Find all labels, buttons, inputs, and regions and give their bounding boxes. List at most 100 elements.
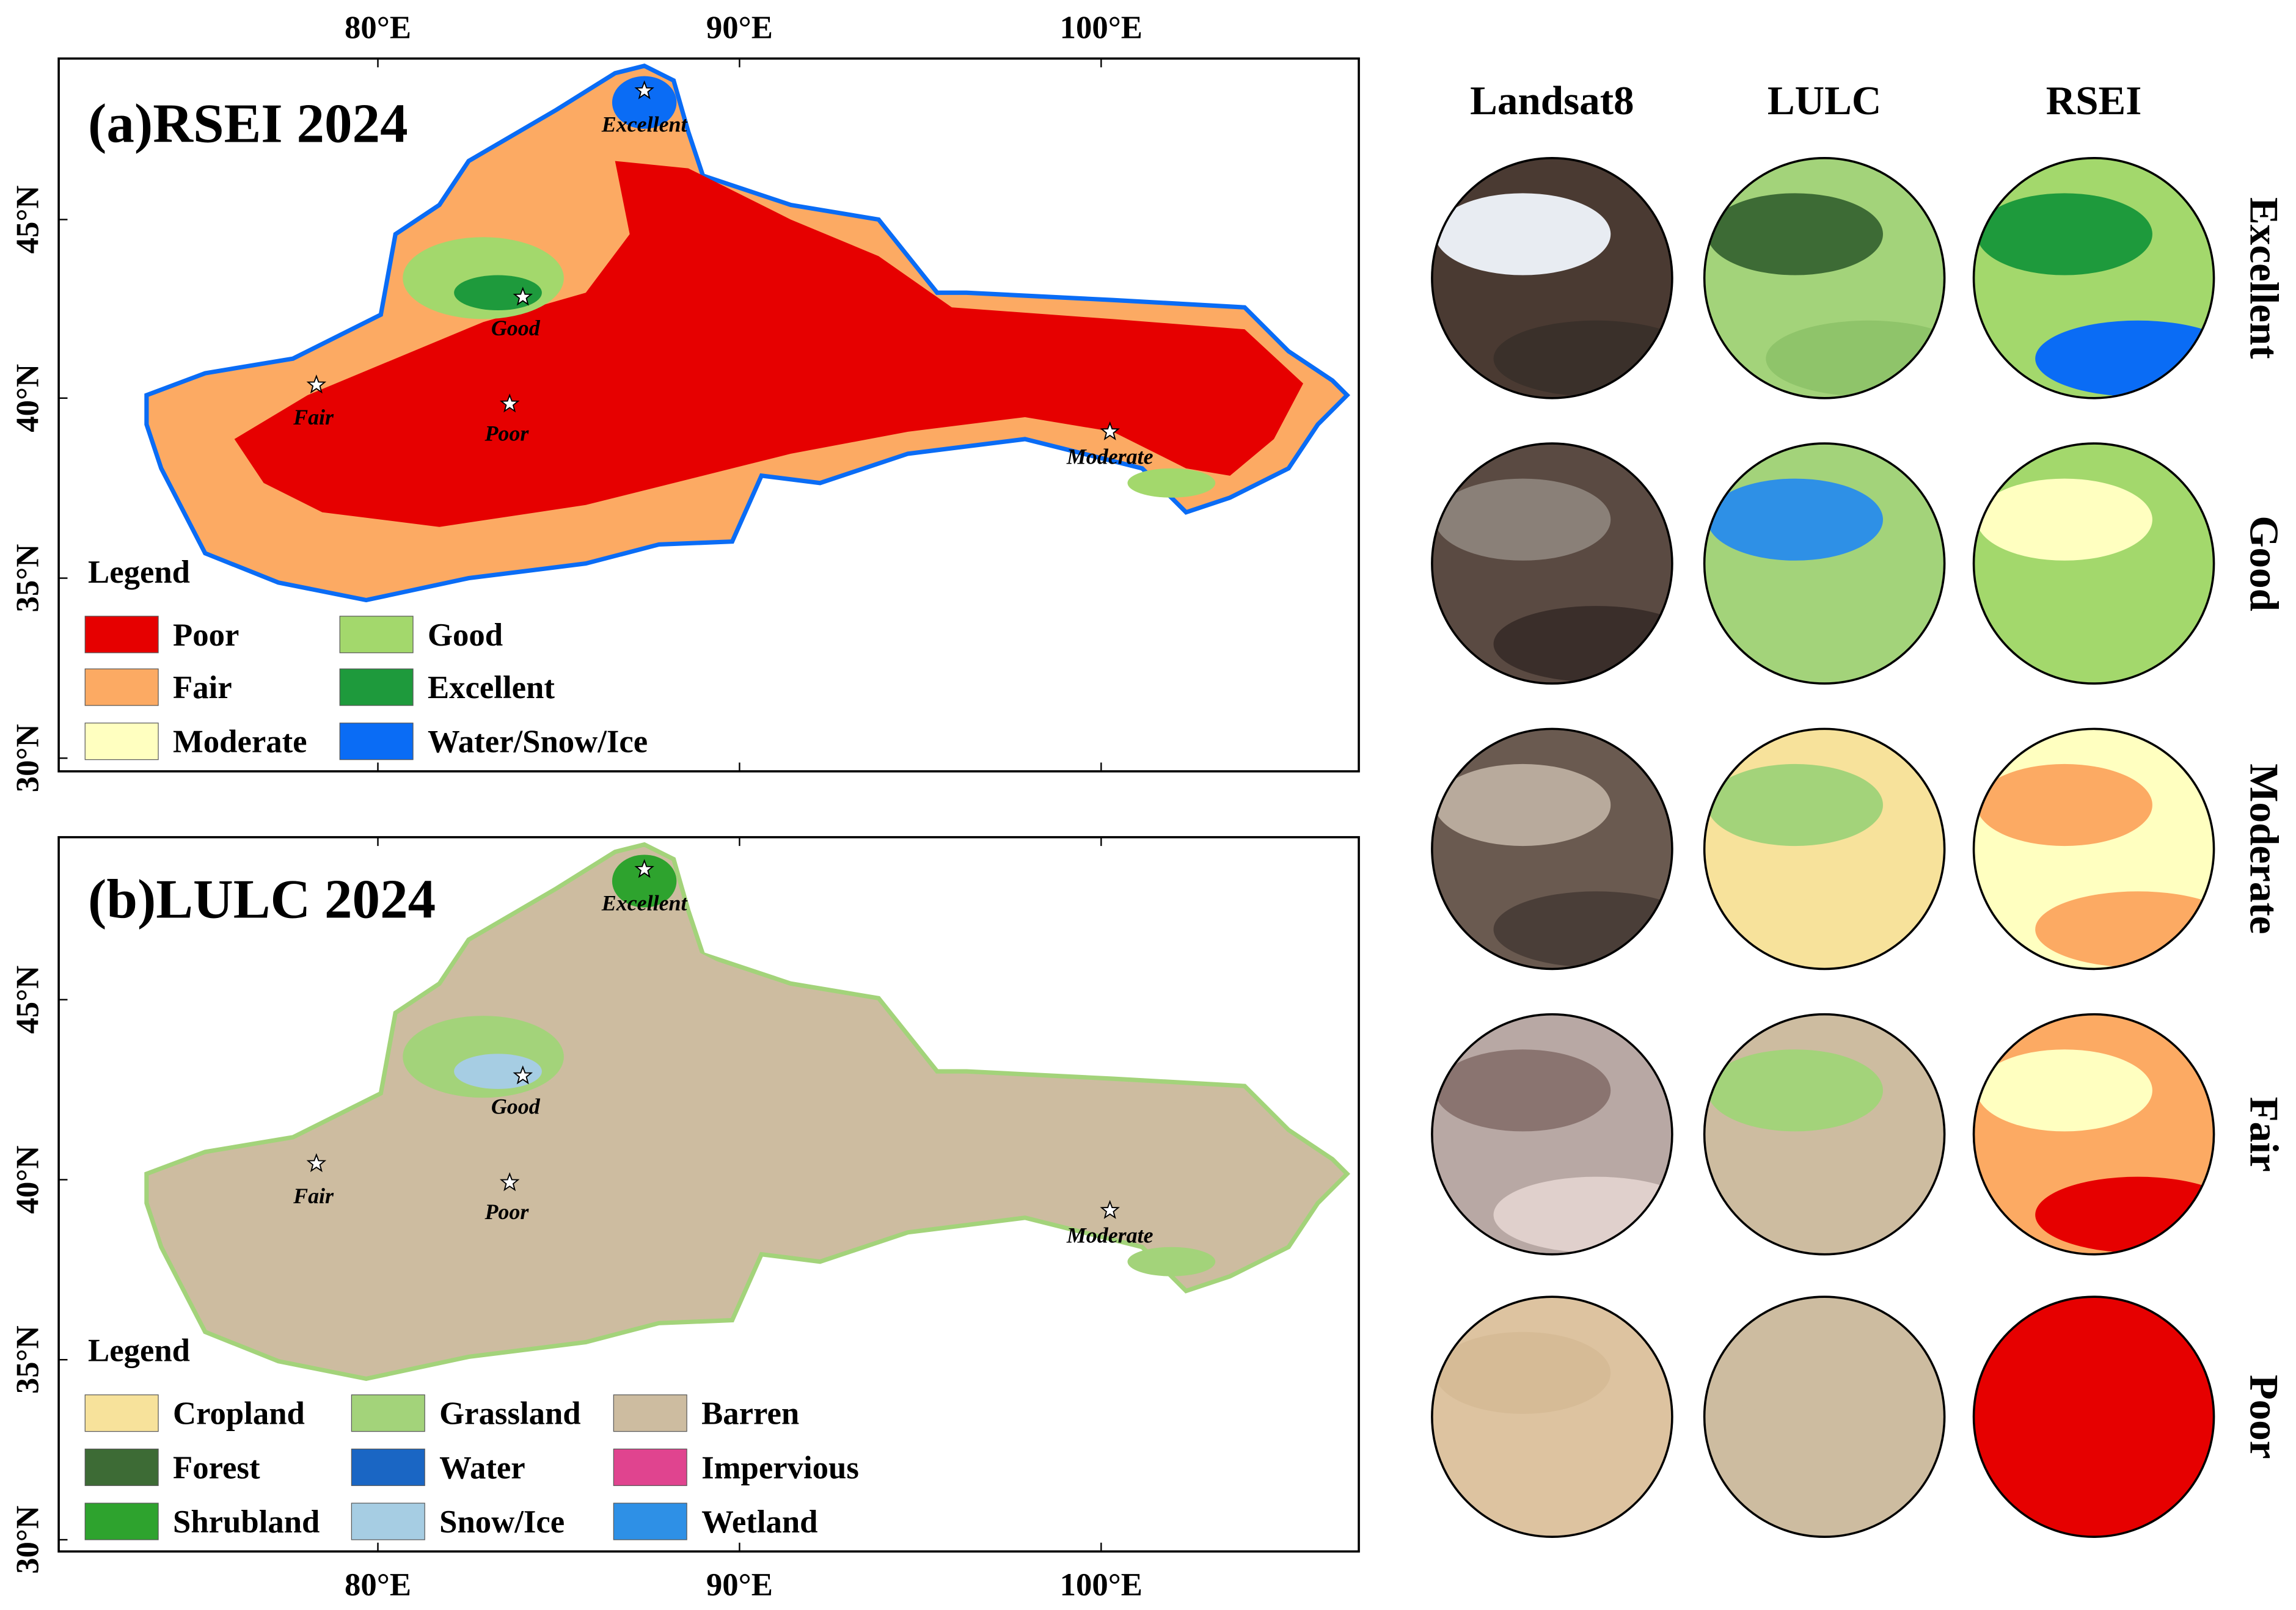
- legend-swatch: [613, 1394, 687, 1432]
- site-marker: [1100, 1200, 1120, 1219]
- legend-label: Snow/Ice: [439, 1504, 565, 1540]
- region-core: [234, 939, 1304, 1306]
- legend-swatch: [351, 1503, 425, 1540]
- thumbnail-patch: [1707, 1331, 1883, 1414]
- site-marker: [513, 286, 533, 306]
- thumbnail-patch: [1976, 1331, 2152, 1414]
- thumbnail: [1431, 1014, 1672, 1255]
- column-header: RSEI: [2046, 78, 2142, 123]
- thumbnail-patch: [1976, 1049, 2152, 1132]
- thumbnail: [1973, 1297, 2214, 1537]
- legend-label: Good: [428, 617, 503, 653]
- thumbnail-patch: [1435, 478, 1611, 561]
- site-label: Good: [491, 1095, 541, 1119]
- site-marker: [306, 374, 327, 394]
- site-label: Fair: [293, 1184, 334, 1208]
- y-tick-label: 35°N: [10, 1325, 46, 1394]
- thumbnail-border: [1703, 727, 1946, 971]
- row-label: Poor: [2241, 1375, 2287, 1459]
- thumbnail-border: [1431, 1013, 1673, 1256]
- thumbnail: [1431, 729, 1672, 969]
- legend-title: Legend: [88, 555, 190, 590]
- thumbnail: [1704, 729, 1945, 969]
- legend-label: Fair: [173, 670, 232, 705]
- thumbnail-border: [1972, 442, 2215, 685]
- x-tick-label: 80°E: [345, 1567, 411, 1603]
- x-tick-label: 100°E: [1060, 10, 1143, 45]
- legend-swatch: [339, 723, 414, 760]
- thumbnail-patch: [1707, 763, 1883, 847]
- y-tick-label: 40°N: [10, 364, 46, 432]
- site-label: Excellent: [601, 891, 688, 916]
- thumbnail-border: [1703, 157, 1946, 399]
- legend-label: Water/Snow/Ice: [428, 724, 648, 760]
- legend-swatch: [339, 668, 414, 706]
- thumbnail-border: [1431, 442, 1673, 685]
- thumbnail-border: [1431, 1295, 1673, 1538]
- legend-swatch: [84, 1448, 159, 1486]
- thumbnail: [1431, 158, 1672, 398]
- legend-swatch: [84, 723, 159, 760]
- thumbnail: [1973, 443, 2214, 684]
- row-label: Good: [2241, 515, 2287, 611]
- site-label: Excellent: [601, 112, 688, 137]
- site-label: Poor: [484, 421, 529, 445]
- thumbnail-patch: [1976, 193, 2152, 275]
- panel-title: (b)LULC 2024: [88, 869, 436, 930]
- site-marker: [499, 393, 520, 413]
- legend-label: Grassland: [439, 1396, 580, 1432]
- x-tick-label: 90°E: [706, 10, 773, 45]
- thumbnail-border: [1972, 1013, 2215, 1256]
- thumbnail-border: [1431, 727, 1673, 971]
- site-label: Good: [491, 316, 541, 340]
- panel-b: (b)LULC 2024 Legend Excellent Good Fair Poo…: [57, 836, 1360, 1553]
- thumbnail: [1973, 1014, 2214, 1255]
- legend-label: Water: [439, 1450, 525, 1485]
- thumbnail-patch: [1435, 1331, 1611, 1414]
- thumbnail-border: [1972, 1295, 2215, 1538]
- legend-label: Forest: [173, 1450, 260, 1485]
- y-tick-label: 35°N: [10, 544, 46, 613]
- y-tick-label: 30°N: [10, 1506, 46, 1574]
- legend-swatch: [84, 1394, 159, 1432]
- site-marker: [306, 1153, 327, 1173]
- thumbnail: [1431, 443, 1672, 684]
- row-label: Moderate: [2241, 763, 2287, 934]
- legend-swatch: [351, 1448, 425, 1486]
- legend-swatch: [84, 668, 159, 706]
- legend-label: Impervious: [701, 1450, 859, 1485]
- panel-a: (a)RSEI 2024 Legend Excellent Good Fair Poo…: [57, 57, 1360, 773]
- y-tick-label: 45°N: [10, 966, 46, 1034]
- region-core: [234, 161, 1304, 527]
- legend-label: Poor: [173, 617, 239, 653]
- thumbnail-border: [1703, 1013, 1946, 1256]
- thumbnail-patch: [1976, 763, 2152, 847]
- legend-label: Moderate: [173, 724, 307, 760]
- thumbnail-grid: Landsat8 LULC RSEI Excellent Good Moderate Fai…: [1431, 78, 2287, 1538]
- site-label: Moderate: [1066, 1223, 1153, 1248]
- thumbnail-patch: [1976, 478, 2152, 561]
- thumbnail-border: [1972, 727, 2215, 971]
- y-tick-label: 45°N: [10, 186, 46, 254]
- legend-swatch: [613, 1448, 687, 1486]
- legend-swatch: [351, 1394, 425, 1432]
- x-tick-label: 80°E: [345, 10, 411, 45]
- site-marker: [634, 80, 654, 100]
- legend-swatch: [84, 1503, 159, 1540]
- panel-title: (a)RSEI 2024: [88, 92, 408, 154]
- site-label: Fair: [293, 405, 334, 429]
- thumbnail-patch: [1707, 1049, 1883, 1132]
- legend-label: Wetland: [701, 1504, 817, 1540]
- legend-label: Cropland: [173, 1396, 305, 1432]
- thumbnail-patch: [1435, 763, 1611, 847]
- thumbnail-border: [1972, 157, 2215, 399]
- thumbnail: [1973, 158, 2214, 398]
- row-label: Excellent: [2241, 197, 2287, 359]
- legend-swatch: [339, 616, 414, 654]
- region-patch: [1127, 468, 1216, 498]
- legend-swatch: [613, 1503, 687, 1540]
- thumbnail: [1973, 729, 2214, 969]
- y-tick-label: 40°N: [10, 1146, 46, 1214]
- row-label: Fair: [2241, 1097, 2287, 1172]
